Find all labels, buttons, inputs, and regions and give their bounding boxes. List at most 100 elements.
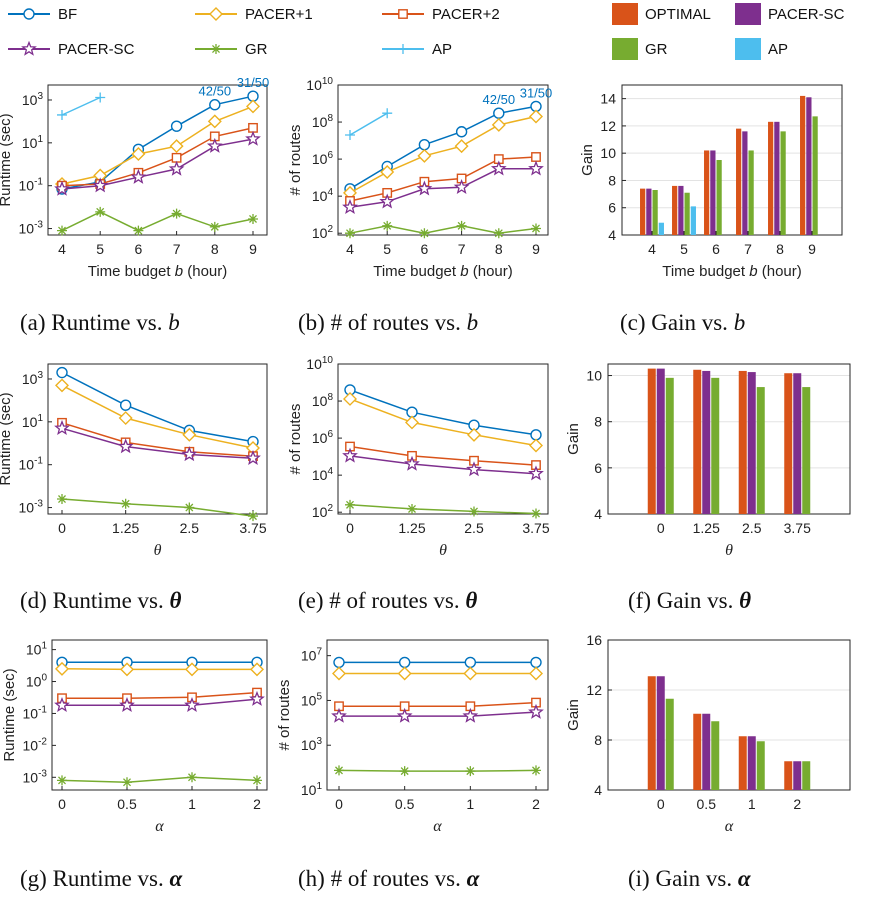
data-point xyxy=(54,180,70,196)
caption: (b) # of routes vs. b xyxy=(298,310,478,335)
bar-pacer-sc xyxy=(742,131,748,235)
data-point xyxy=(345,130,355,140)
data-point xyxy=(345,499,355,510)
bar-optimal xyxy=(784,373,793,514)
x-tick-label: 6 xyxy=(712,241,720,257)
x-tick-label: 6 xyxy=(135,241,143,257)
data-point xyxy=(57,225,67,236)
bar-gr xyxy=(665,377,674,514)
x-tick-label: 9 xyxy=(808,241,816,257)
x-tick-label: 0 xyxy=(657,520,665,536)
y-tick-label: 16 xyxy=(586,632,602,648)
data-point xyxy=(531,223,541,234)
y-tick-label: 101 xyxy=(22,413,44,430)
x-tick-label: 8 xyxy=(776,241,784,257)
x-tick-label: 4 xyxy=(346,241,354,257)
bar-pacer-sc xyxy=(793,373,802,514)
series-line xyxy=(61,371,254,443)
data-point xyxy=(529,666,543,681)
series-line xyxy=(62,691,258,699)
data-point xyxy=(397,666,412,681)
data-point xyxy=(531,765,541,776)
legend-item-gr: GR xyxy=(195,41,268,58)
x-tick-label: 0.5 xyxy=(395,796,415,812)
y-tick-label: 4 xyxy=(594,506,602,522)
series-line xyxy=(61,384,254,449)
data-point xyxy=(54,697,70,713)
legend-bar-item-pacer-sc: PACER-SC xyxy=(735,3,845,25)
y-tick-label: 103 xyxy=(22,370,44,387)
series-line xyxy=(349,398,537,447)
x-tick-label: 6 xyxy=(421,241,429,257)
caption: (c) Gain vs. b xyxy=(620,310,745,335)
legend-label: BF xyxy=(58,6,77,23)
bar-optimal xyxy=(736,128,742,235)
annotation-label: 42/50 xyxy=(483,92,516,107)
data-point xyxy=(528,160,544,176)
legend-item-pacer-sc: PACER-SC xyxy=(8,40,135,58)
bar-pacer-sc xyxy=(747,736,756,790)
x-tick-label: 1.25 xyxy=(112,520,139,536)
bar-pacer-sc xyxy=(656,368,665,514)
legend-bar-item-optimal: OPTIMAL xyxy=(612,3,711,25)
bar-pacer-sc xyxy=(793,761,802,790)
axes-box xyxy=(47,84,268,236)
data-point xyxy=(248,213,258,224)
x-axis-label: Time budget b (hour) xyxy=(88,263,228,280)
data-point xyxy=(95,206,106,217)
data-point xyxy=(342,447,358,463)
data-point xyxy=(491,117,506,132)
data-point xyxy=(531,508,541,519)
series-line xyxy=(61,776,258,783)
y-tick-label: 10-2 xyxy=(23,736,48,753)
data-point xyxy=(493,228,504,239)
y-tick-label: 105 xyxy=(301,691,323,708)
chart-a: 10-3 10-1 101 103 4 5 6 7 8 9 Time budget b (hour)… xyxy=(0,75,269,335)
data-point xyxy=(455,126,468,138)
y-tick-label: 12 xyxy=(600,118,616,134)
series-pacer-sc xyxy=(342,160,544,215)
bar-pacer-sc xyxy=(806,97,812,235)
series-line xyxy=(349,112,388,136)
data-point xyxy=(343,391,357,406)
x-axis-label: Time budget b (hour) xyxy=(373,263,513,280)
data-point xyxy=(181,446,198,462)
data-point xyxy=(334,765,344,776)
data-point xyxy=(398,656,411,669)
bar-pacer-sc xyxy=(774,121,780,235)
data-point xyxy=(95,92,106,103)
y-tick-label: 10-1 xyxy=(23,704,48,721)
x-tick-label: 8 xyxy=(211,241,219,257)
data-point xyxy=(250,662,264,677)
data-point xyxy=(209,99,221,111)
y-axis-label: # of routes xyxy=(276,680,293,751)
data-point xyxy=(465,766,476,777)
x-axis-label: Time budget b (hour) xyxy=(662,263,802,280)
data-point xyxy=(168,160,185,176)
bar-gr xyxy=(756,741,765,790)
y-tick-label: 101 xyxy=(26,641,48,658)
chart-c: 4 6 8 10 12 14 4 5 6 7 8 9 Time budget b (hour) Gain (… xyxy=(579,84,843,335)
x-axis-label: θ xyxy=(154,542,162,559)
data-point xyxy=(245,130,261,146)
x-tick-label: 2.5 xyxy=(180,520,200,536)
data-point xyxy=(493,107,505,119)
bar-gr xyxy=(748,150,754,235)
bar-optimal xyxy=(768,121,774,235)
data-point xyxy=(248,511,258,522)
series-line xyxy=(61,211,254,232)
series-bf xyxy=(344,384,542,441)
bar-ap xyxy=(658,222,664,235)
bar-gr xyxy=(711,377,720,514)
legend-swatch xyxy=(612,38,638,60)
y-tick-label: 6 xyxy=(608,200,616,216)
bar-pacer-sc xyxy=(710,150,716,235)
legend-label: PACER-SC xyxy=(58,41,135,58)
bar-gr xyxy=(665,698,674,790)
legend-bar-item-gr: GR xyxy=(612,38,668,60)
data-point xyxy=(246,99,260,114)
legend-label: GR xyxy=(245,41,268,58)
y-tick-label: 104 xyxy=(312,466,334,483)
caption: (h) # of routes vs. α xyxy=(298,866,481,891)
